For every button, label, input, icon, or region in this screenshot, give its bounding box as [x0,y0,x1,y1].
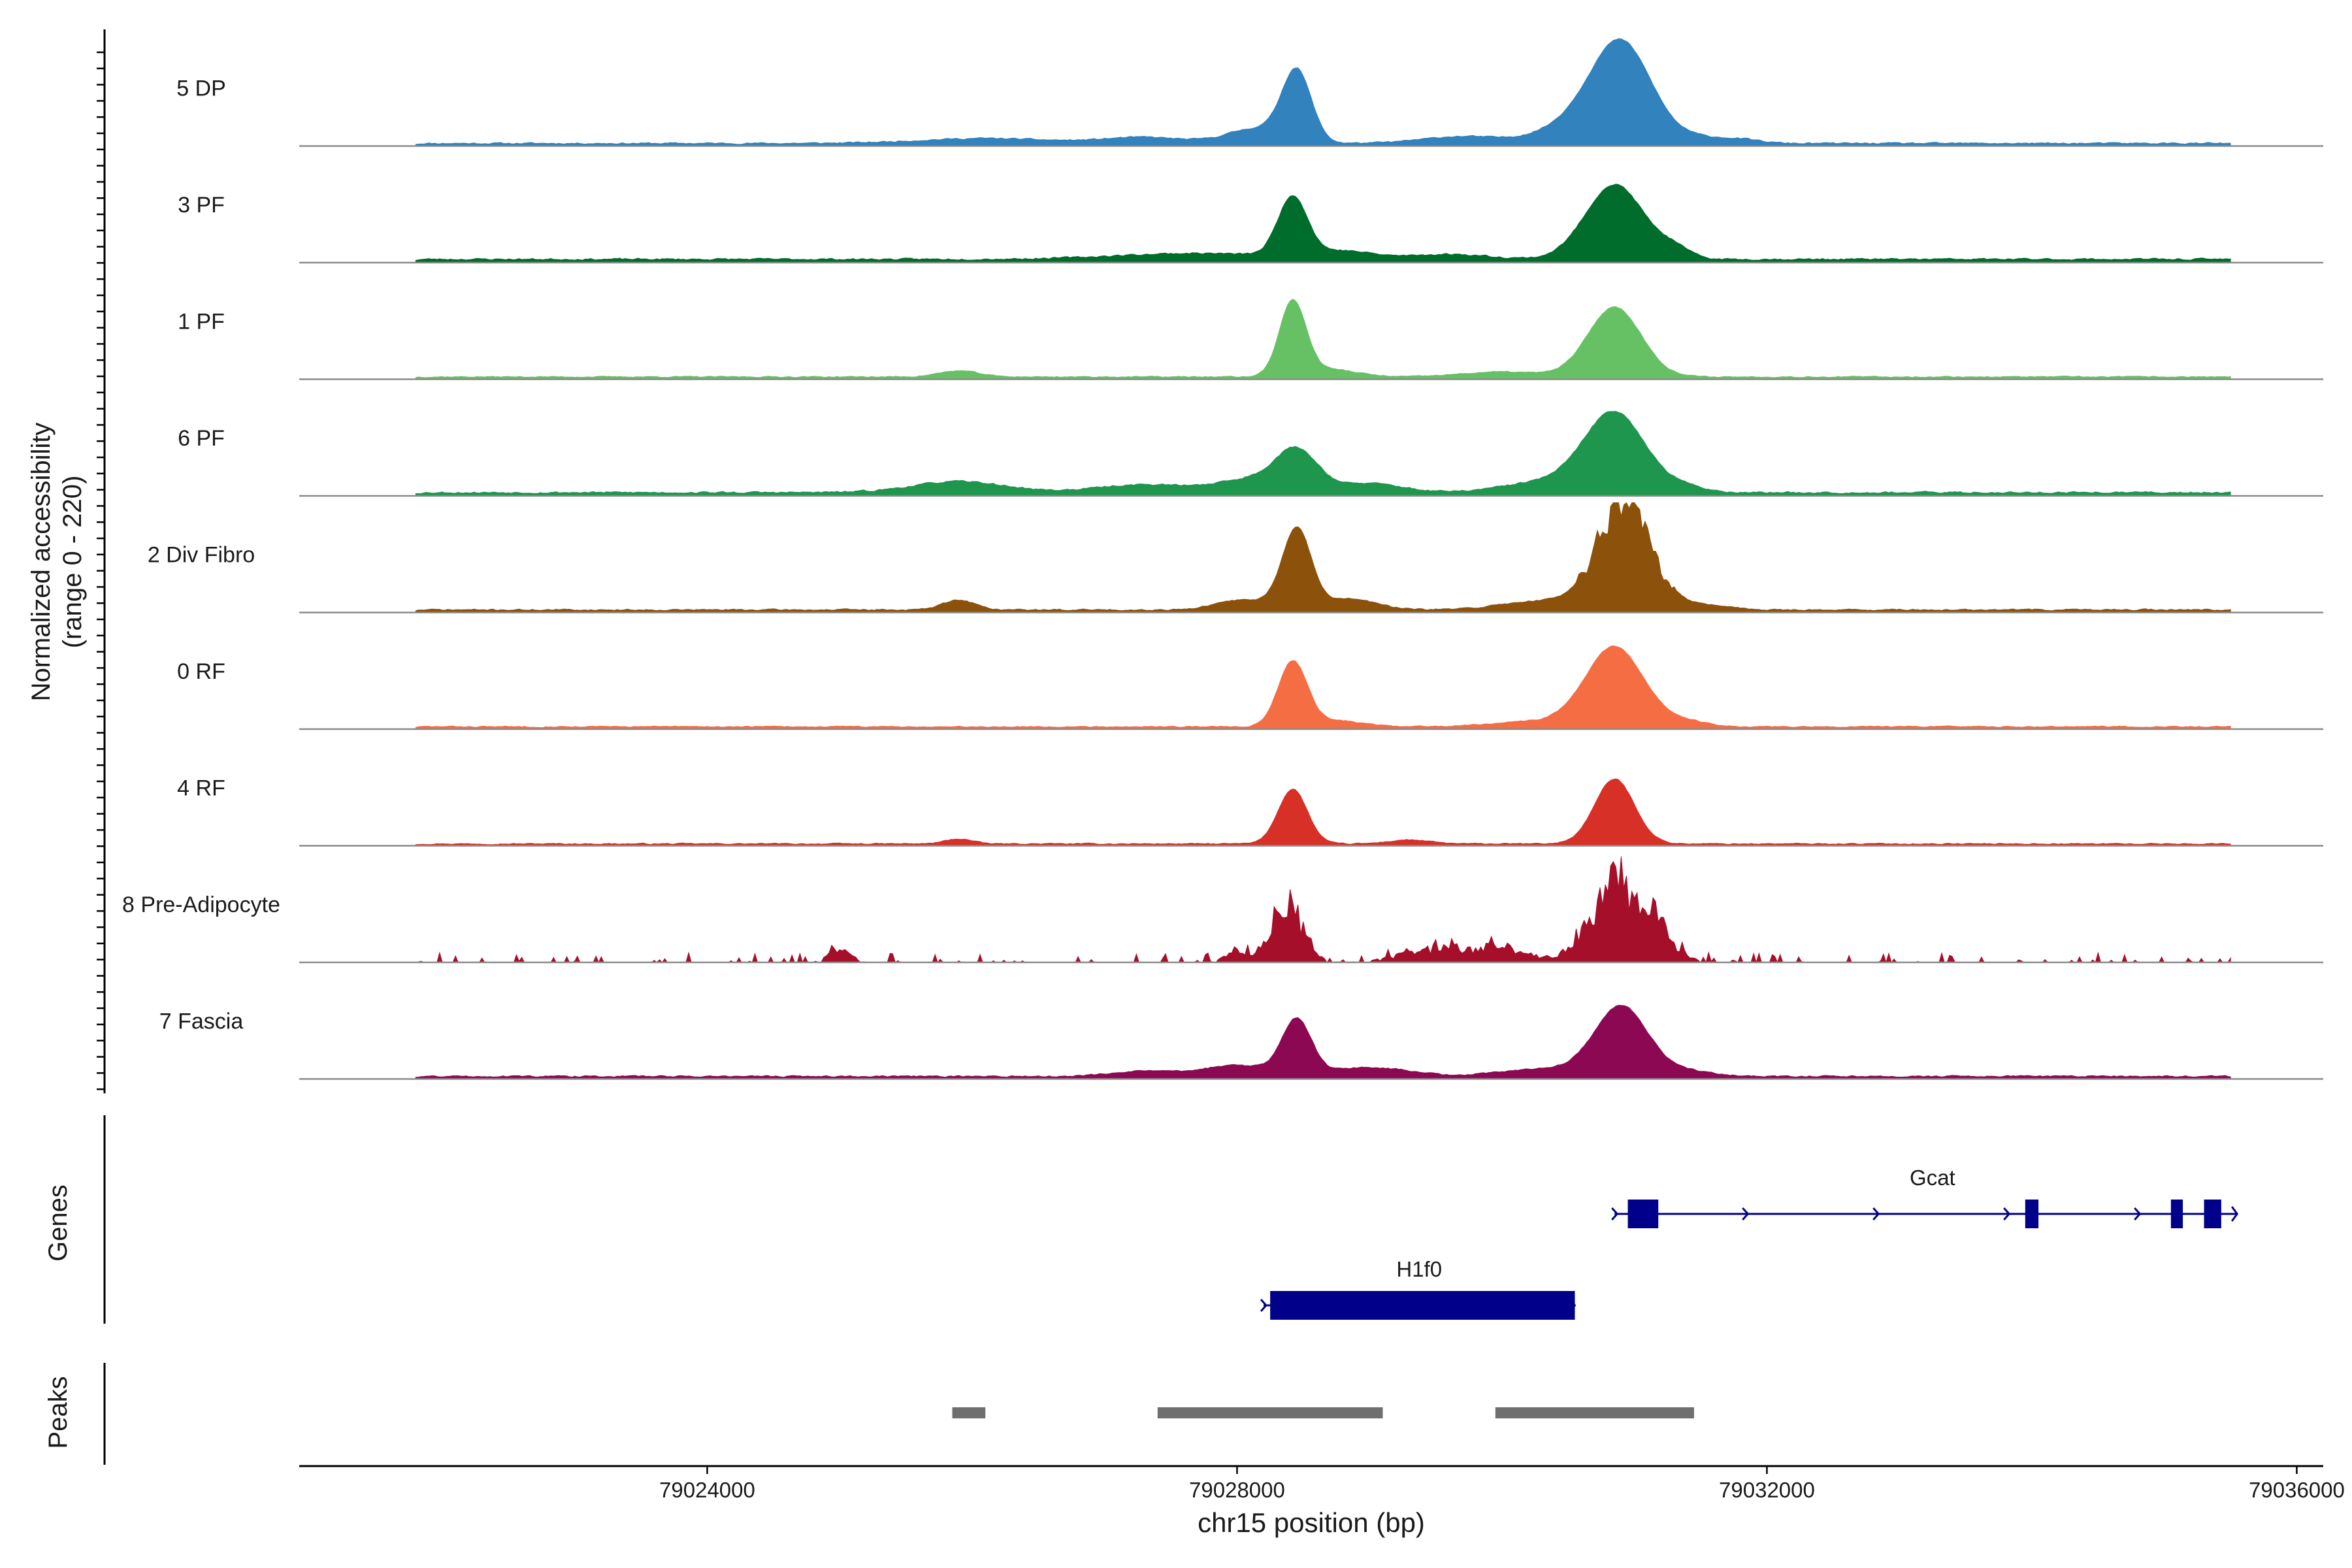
track-1-pf: 1 PF [178,299,2323,380]
coverage-area [416,857,2231,964]
strand-arrow [2003,1207,2011,1220]
gene-exon [1270,1291,1575,1320]
x-tick-label: 79024000 [659,1478,755,1502]
gene-exon [2204,1200,2221,1228]
coverage-area [415,184,2231,263]
strand-arrow [1260,1299,1268,1312]
peak-region [1157,1407,1383,1418]
strand-arrow [1742,1207,1750,1220]
coverage-area [415,38,2231,146]
coverage-area [415,502,2231,613]
x-axis: chr15 position (bp) 79024000 79028000 7903… [299,1465,2345,1538]
peaks-panel: Peaks [44,1363,1694,1465]
strand-arrow [2230,1206,2239,1222]
x-tick-label: 79028000 [1189,1478,1285,1502]
track-label: 2 Div Fibro [148,543,255,568]
track-3-pf: 3 PF [178,184,2323,264]
y-axis-title: Normalized accessibility (range 0 - 220) [27,423,87,702]
coverage-area [415,299,2231,380]
track-label: 3 PF [178,193,225,218]
genes-panel: Genes Gcat H1f0 [44,1115,2239,1324]
gene-exon [1627,1200,1659,1228]
track-0-rf: 0 RF [177,645,2323,730]
track-label: 8 Pre-Adipocyte [122,892,280,917]
track-5-dp: 5 DP [176,38,2323,147]
track-2-div-fibro: 2 Div Fibro [148,502,2323,613]
track-label: 5 DP [176,76,226,101]
coverage-area [415,1005,2231,1079]
track-6-pf: 6 PF [178,410,2323,497]
coverage-tracks: 5 DP 3 PF 1 PF 6 PF 2 Div Fibro 0 RF 4 RF 8 Pre… [97,29,2323,1094]
track-8-pre-adipocyte: 8 Pre-Adipocyte [122,857,2323,964]
gene-h1f0: H1f0 [1260,1257,1576,1320]
track-7-fascia: 7 Fascia [159,1005,2323,1080]
coverage-area [415,410,2231,497]
coverage-area [415,778,2231,846]
coverage-area [415,645,2231,730]
gene-name: H1f0 [1396,1257,1442,1281]
track-label: 1 PF [178,310,225,335]
strand-arrow [2134,1207,2142,1220]
y-axis-title-line2: (range 0 - 220) [58,476,87,649]
peak-region [1495,1407,1694,1418]
x-tick-label: 79036000 [2249,1478,2345,1502]
strand-arrow [1872,1207,1880,1220]
gene-exon [2025,1200,2039,1228]
track-label: 7 Fascia [159,1009,244,1034]
track-label: 4 RF [177,776,225,801]
y-axis-title-line1: Normalized accessibility [27,423,56,702]
peak-region [952,1407,986,1418]
track-4-rf: 4 RF [177,776,2323,847]
gene-gcat: Gcat [1611,1166,2239,1228]
track-label: 0 RF [177,659,225,684]
track-label: 6 PF [178,426,225,451]
gene-exon [2170,1200,2183,1228]
peaks-panel-label: Peaks [44,1376,73,1448]
genes-panel-label: Genes [44,1184,73,1262]
strand-arrow [1611,1207,1619,1220]
gene-name: Gcat [1910,1166,1955,1190]
x-tick-label: 79032000 [1719,1478,1815,1502]
x-axis-title: chr15 position (bp) [1198,1507,1425,1538]
